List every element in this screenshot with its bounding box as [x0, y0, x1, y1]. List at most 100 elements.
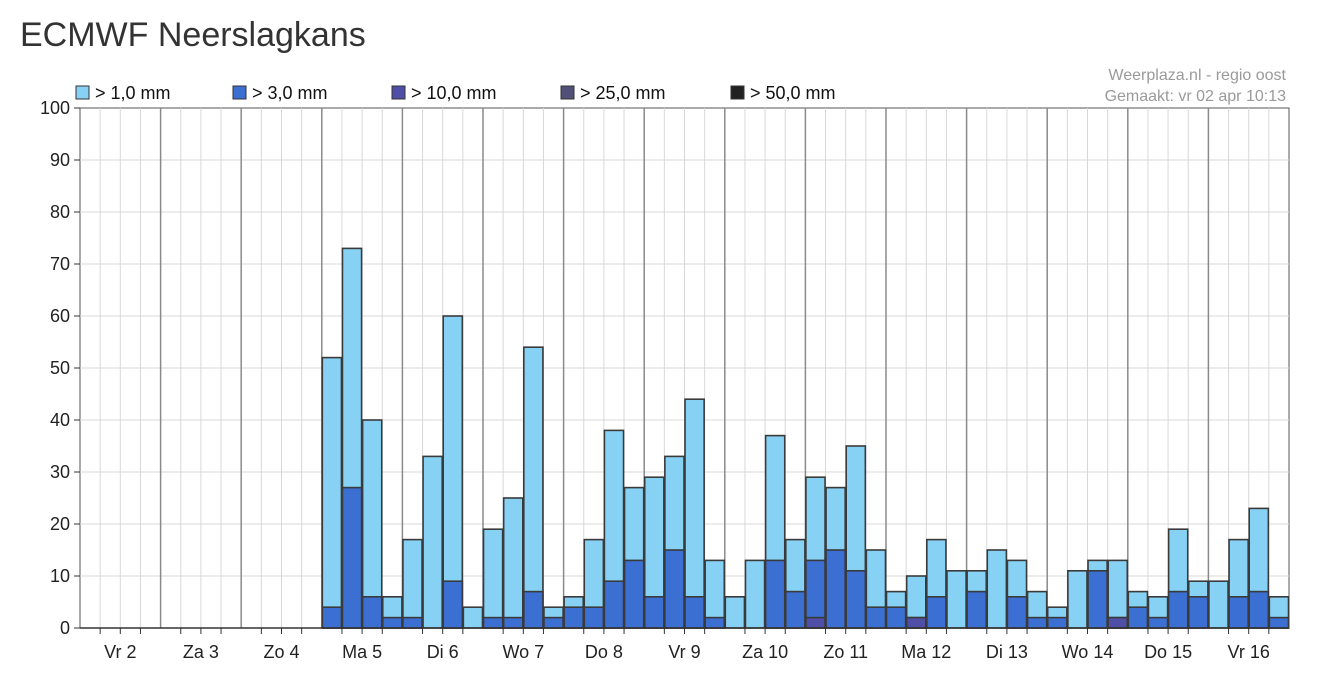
- x-tick-label: Zo 4: [263, 642, 299, 662]
- y-tick-label: 60: [50, 306, 70, 326]
- x-tick-label: Wo 14: [1062, 642, 1114, 662]
- bar-series-1: [543, 616, 564, 629]
- y-tick-label: 30: [50, 462, 70, 482]
- bar-series-0: [744, 559, 766, 629]
- bar-series-1: [1006, 595, 1028, 629]
- bar-series-2: [1107, 616, 1129, 629]
- bar-series-1: [845, 569, 867, 629]
- bar-series-1: [1228, 595, 1250, 629]
- legend-label: > 3,0 mm: [252, 83, 328, 103]
- x-tick-label: Do 15: [1144, 642, 1192, 662]
- bar-series-0: [1067, 569, 1088, 629]
- bar-series-0: [986, 549, 1008, 629]
- bar-series-0: [1208, 580, 1229, 629]
- bar-series-1: [381, 616, 403, 629]
- legend-item: > 1,0 mm: [75, 83, 171, 103]
- bar-series-1: [522, 590, 544, 629]
- bar-series-1: [623, 559, 645, 629]
- bar-series-1: [966, 590, 988, 629]
- bar-series-1: [563, 606, 585, 629]
- y-tick-label: 50: [50, 358, 70, 378]
- bar-series-1: [442, 580, 464, 629]
- bar-series-1: [1268, 616, 1290, 629]
- legend-swatch: [75, 85, 90, 100]
- legend-label: > 10,0 mm: [411, 83, 497, 103]
- grid-layer: [79, 107, 1290, 629]
- y-tick-label: 10: [50, 566, 70, 586]
- bar-series-1: [1187, 595, 1209, 629]
- y-tick-label: 0: [60, 618, 70, 638]
- legend: > 1,0 mm > 3,0 mm > 10,0 mm > 25,0 mm > 50,0…: [75, 83, 836, 103]
- bar-series-1: [402, 616, 423, 629]
- x-tick-label: Za 10: [742, 642, 788, 662]
- x-tick-label: Vr 9: [668, 642, 700, 662]
- y-tick-label: 100: [40, 98, 70, 118]
- bar-series-0: [402, 538, 423, 629]
- bar-series-0: [502, 497, 524, 629]
- bar-layer: [321, 247, 1290, 629]
- legend-item: > 3,0 mm: [232, 83, 328, 103]
- bar-series-0: [422, 455, 443, 629]
- y-tick-label: 70: [50, 254, 70, 274]
- x-tick-label: Vr 2: [104, 642, 136, 662]
- x-tick-label: Vr 16: [1228, 642, 1270, 662]
- bar-series-1: [1147, 616, 1169, 629]
- x-tick-label: Ma 5: [342, 642, 382, 662]
- bar-series-1: [764, 559, 786, 629]
- bar-series-1: [664, 549, 685, 629]
- legend-swatch: [391, 85, 406, 100]
- bar-series-1: [925, 595, 947, 629]
- bar-series-0: [321, 356, 343, 629]
- bar-series-2: [805, 616, 826, 629]
- legend-label: > 25,0 mm: [580, 83, 666, 103]
- y-tick-label: 20: [50, 514, 70, 534]
- legend-item: > 50,0 mm: [730, 83, 836, 103]
- legend-swatch: [560, 85, 575, 100]
- bar-series-1: [502, 616, 524, 629]
- bar-series-1: [603, 580, 625, 629]
- bar-series-1: [684, 595, 705, 629]
- y-tick-label: 90: [50, 150, 70, 170]
- x-tick-label: Ma 12: [901, 642, 951, 662]
- bar-series-1: [1046, 616, 1068, 629]
- legend-label: > 1,0 mm: [95, 83, 171, 103]
- legend-swatch: [730, 85, 745, 100]
- bar-series-1: [341, 486, 363, 629]
- bar-series-0: [482, 528, 504, 629]
- bar-series-1: [885, 606, 907, 629]
- legend-label: > 50,0 mm: [750, 83, 836, 103]
- x-tick-label: Di 13: [986, 642, 1028, 662]
- legend-item: > 10,0 mm: [391, 83, 497, 103]
- legend-item: > 25,0 mm: [560, 83, 666, 103]
- bar-series-1: [865, 606, 887, 629]
- bar-series-1: [704, 616, 726, 629]
- bar-series-1: [1167, 590, 1189, 629]
- bar-series-0: [946, 569, 967, 629]
- bar-series-2: [905, 616, 927, 629]
- bar-series-1: [643, 595, 665, 629]
- bar-series-1: [1087, 569, 1108, 629]
- bar-series-1: [361, 595, 383, 629]
- x-tick-label: Do 8: [585, 642, 623, 662]
- credit-timestamp: Gemaakt: vr 02 apr 10:13: [1105, 88, 1287, 105]
- x-tick-label: Di 6: [427, 642, 459, 662]
- bar-series-1: [321, 606, 343, 629]
- x-tick-label: Zo 11: [823, 642, 868, 662]
- x-tick-label: Za 3: [183, 642, 219, 662]
- bar-series-1: [1026, 616, 1048, 629]
- credit-source: Weerplaza.nl - regio oost: [1108, 67, 1286, 84]
- y-tick-label: 80: [50, 202, 70, 222]
- bar-series-0: [462, 606, 484, 629]
- bar-series-0: [724, 595, 746, 629]
- bar-series-0: [684, 398, 705, 629]
- bar-series-1: [1127, 606, 1149, 629]
- page-title: ECMWF Neerslagkans: [20, 16, 366, 54]
- axis-layer: 0 10 20 30 40 50 60 70 80 90 100 Vr 2 Za 3 Zo 4 Ma 5 Di…: [40, 98, 1289, 662]
- bar-series-0: [522, 346, 544, 629]
- legend-swatch: [232, 85, 247, 100]
- x-tick-label: Wo 7: [502, 642, 544, 662]
- bar-series-1: [784, 590, 806, 629]
- bar-series-1: [482, 616, 504, 629]
- y-tick-label: 40: [50, 410, 70, 430]
